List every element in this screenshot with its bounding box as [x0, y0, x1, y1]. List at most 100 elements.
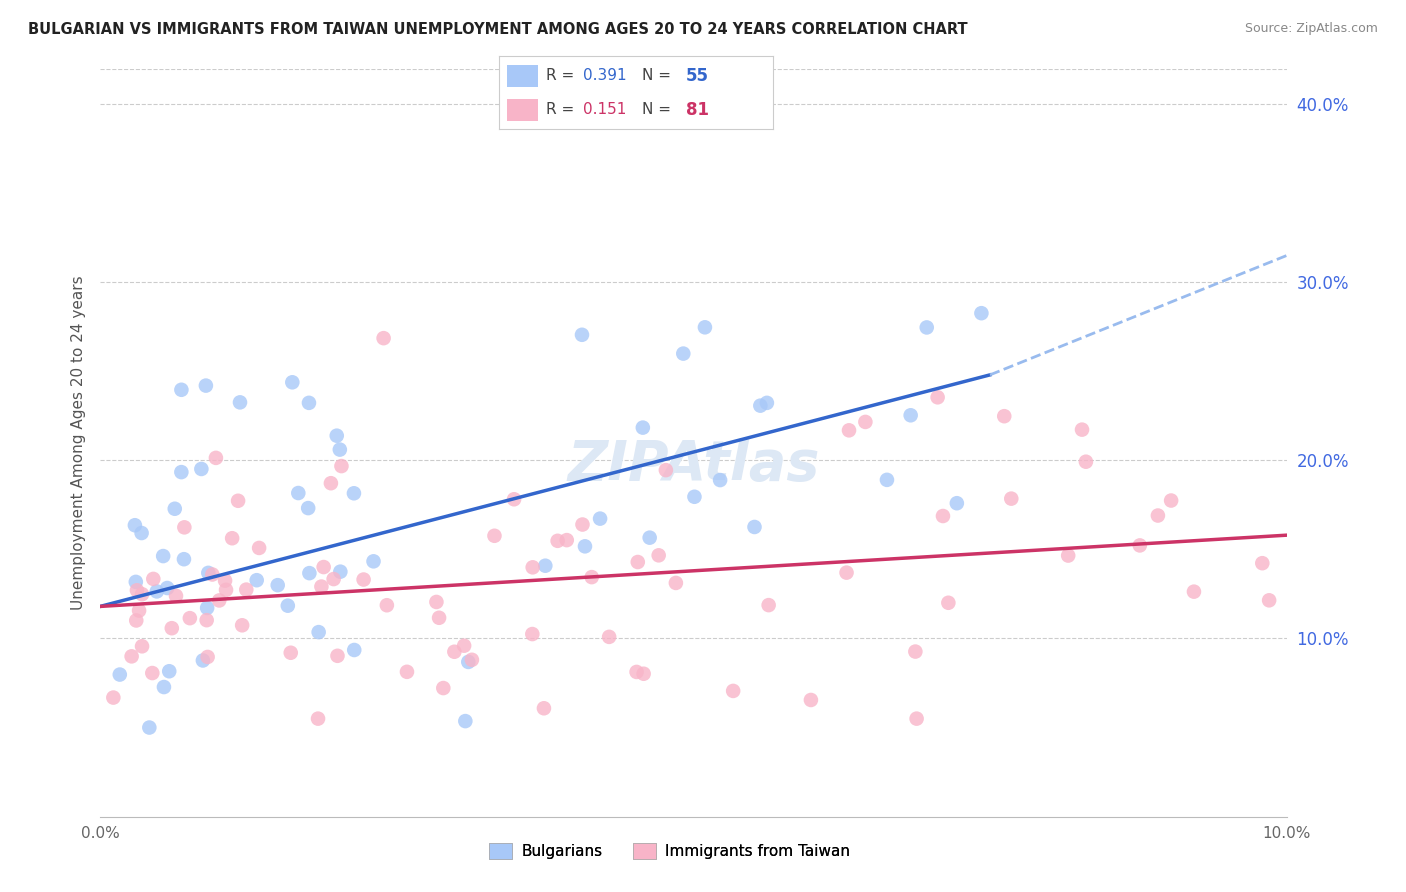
Point [215, 582, 238, 597]
Point [156, 581, 179, 595]
Point [195, 613, 218, 627]
Point [125, 583, 148, 598]
Point [904, 644, 927, 658]
Point [375, 599, 398, 613]
Point [1071, 423, 1094, 437]
Point [571, 327, 593, 342]
Text: 81: 81 [686, 101, 709, 119]
Point [312, 560, 335, 574]
Point [195, 601, 218, 615]
Point [163, 501, 186, 516]
Point [235, 582, 257, 597]
Point [131, 640, 153, 654]
Point [800, 693, 823, 707]
Point [214, 574, 236, 588]
Point [932, 508, 955, 523]
Point [353, 573, 375, 587]
Point [905, 712, 928, 726]
Point [124, 518, 146, 533]
Point [744, 520, 766, 534]
Point [1251, 556, 1274, 570]
Point [633, 666, 655, 681]
Text: R =: R = [546, 69, 579, 84]
Point [197, 649, 219, 664]
Point [170, 383, 193, 397]
Legend: Bulgarians, Immigrants from Taiwan: Bulgarians, Immigrants from Taiwan [484, 837, 856, 865]
Point [533, 701, 555, 715]
Text: Source: ZipAtlas.com: Source: ZipAtlas.com [1244, 22, 1378, 36]
Point [297, 501, 319, 516]
Point [427, 611, 450, 625]
Point [103, 690, 125, 705]
Point [655, 463, 678, 477]
Point [157, 665, 180, 679]
Point [191, 653, 214, 667]
Point [927, 390, 949, 404]
Point [721, 684, 744, 698]
Point [298, 396, 321, 410]
Point [915, 320, 938, 334]
Point [363, 554, 385, 568]
Point [571, 517, 593, 532]
Y-axis label: Unemployment Among Ages 20 to 24 years: Unemployment Among Ages 20 to 24 years [72, 276, 86, 610]
Point [229, 395, 252, 409]
Bar [508, 99, 537, 120]
Point [311, 580, 333, 594]
Point [179, 611, 201, 625]
Point [231, 618, 253, 632]
Point [970, 306, 993, 320]
Text: N =: N = [641, 69, 675, 84]
Point [522, 560, 544, 574]
Point [165, 589, 187, 603]
Point [247, 541, 270, 555]
Point [626, 665, 648, 679]
Point [547, 533, 569, 548]
Point [194, 378, 217, 392]
Text: R =: R = [546, 102, 579, 117]
Point [205, 450, 228, 465]
Text: 0.391: 0.391 [582, 69, 627, 84]
Text: ZIPAtlas: ZIPAtlas [567, 438, 820, 492]
Point [1147, 508, 1170, 523]
Point [190, 462, 212, 476]
Point [876, 473, 898, 487]
Point [281, 376, 304, 390]
Point [173, 552, 195, 566]
Point [280, 646, 302, 660]
Point [208, 593, 231, 607]
Point [457, 655, 479, 669]
Bar [508, 65, 537, 87]
Point [128, 603, 150, 617]
Point [197, 566, 219, 580]
Point [170, 465, 193, 479]
Point [173, 520, 195, 534]
Point [201, 567, 224, 582]
Point [267, 578, 290, 592]
Point [589, 511, 612, 525]
Point [598, 630, 620, 644]
Point [647, 549, 669, 563]
Point [326, 428, 349, 442]
Point [900, 409, 922, 423]
Point [146, 584, 169, 599]
Point [1074, 455, 1097, 469]
Point [226, 493, 249, 508]
Point [326, 648, 349, 663]
Point [453, 639, 475, 653]
Point [1258, 593, 1281, 607]
Text: 0.151: 0.151 [582, 102, 626, 117]
Point [683, 490, 706, 504]
Point [749, 399, 772, 413]
Point [141, 666, 163, 681]
Point [221, 531, 243, 545]
Point [131, 587, 153, 601]
Point [672, 346, 695, 360]
Point [693, 320, 716, 334]
Point [638, 531, 661, 545]
Point [125, 574, 148, 589]
Point [534, 558, 557, 573]
Point [432, 681, 454, 695]
Point [246, 573, 269, 587]
Point [373, 331, 395, 345]
Point [121, 649, 143, 664]
